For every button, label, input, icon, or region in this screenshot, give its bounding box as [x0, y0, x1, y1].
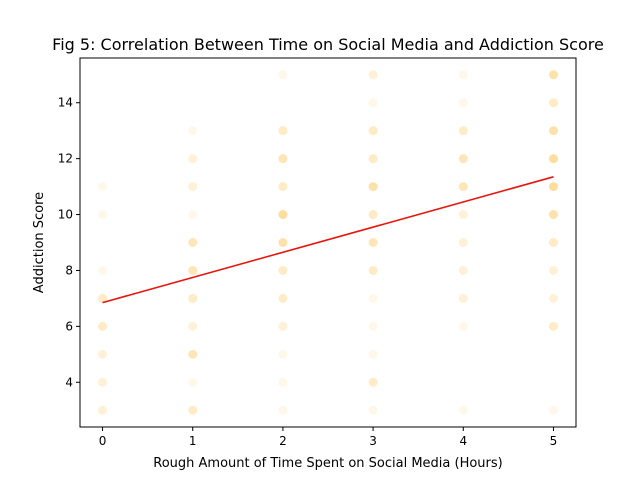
data-point [278, 265, 288, 275]
data-point [98, 293, 108, 303]
data-point [368, 349, 378, 359]
data-point [278, 126, 288, 136]
data-point [188, 210, 198, 220]
data-point [548, 238, 558, 247]
data-point [188, 321, 198, 331]
x-tick-label: 0 [99, 434, 107, 448]
data-point [278, 349, 288, 359]
data-points [98, 70, 558, 415]
data-point [458, 265, 468, 275]
data-point [278, 182, 288, 192]
x-tick-label: 5 [550, 434, 558, 448]
data-point [188, 238, 198, 247]
y-axis-label: Addiction Score [32, 192, 47, 293]
data-point [278, 238, 288, 247]
data-point [278, 405, 288, 415]
data-point [98, 321, 108, 331]
data-point [458, 293, 468, 303]
data-point [188, 154, 198, 164]
x-tick-label: 3 [369, 434, 377, 448]
data-point [368, 182, 378, 192]
data-point [368, 126, 378, 136]
data-point [548, 182, 558, 192]
data-point [368, 377, 378, 387]
data-point [278, 293, 288, 303]
data-point [278, 321, 288, 331]
data-point [98, 377, 108, 387]
data-point [98, 182, 108, 192]
data-point [98, 405, 108, 415]
x-tick-label: 4 [459, 434, 467, 448]
data-point [188, 182, 198, 192]
y-tick-label: 14 [58, 96, 73, 110]
x-tick-label: 1 [189, 434, 197, 448]
x-axis-ticks: 0 1 2 3 4 5 [99, 427, 558, 448]
data-point [548, 321, 558, 331]
y-tick-label: 4 [65, 375, 73, 389]
data-point [98, 265, 108, 275]
data-point [548, 405, 558, 415]
data-point [368, 70, 378, 80]
data-point [548, 210, 558, 220]
data-point [188, 126, 198, 136]
data-point [368, 265, 378, 275]
data-point [548, 265, 558, 275]
trend-line [102, 176, 554, 304]
data-point [188, 377, 198, 387]
x-tick-label: 2 [279, 434, 287, 448]
data-point [458, 321, 468, 331]
data-point [188, 293, 198, 303]
data-point [368, 321, 378, 331]
data-point [458, 126, 468, 136]
data-point [368, 98, 378, 108]
data-point [458, 405, 468, 415]
x-axis-label: Rough Amount of Time Spent on Social Med… [153, 456, 502, 471]
data-point [458, 154, 468, 164]
data-point [278, 70, 288, 80]
data-point [548, 98, 558, 108]
data-point [548, 154, 558, 164]
data-point [368, 154, 378, 164]
plot-area [79, 57, 577, 428]
y-tick-label: 8 [65, 263, 73, 277]
data-point [548, 126, 558, 136]
data-point [98, 349, 108, 359]
data-point [188, 405, 198, 415]
y-tick-label: 12 [58, 152, 73, 166]
data-point [188, 265, 198, 275]
data-point [458, 210, 468, 220]
data-point [368, 293, 378, 303]
y-axis-ticks: 4 6 8 10 12 14 [58, 96, 80, 389]
data-point [278, 154, 288, 164]
data-point [458, 238, 468, 247]
data-point [188, 349, 198, 359]
data-point [548, 70, 558, 80]
axes-frame [79, 57, 577, 428]
y-tick-label: 6 [65, 319, 73, 333]
data-point [368, 238, 378, 247]
data-point [278, 210, 288, 220]
data-point [458, 70, 468, 80]
y-tick-label: 10 [58, 208, 73, 222]
data-point [98, 210, 108, 220]
data-point [548, 293, 558, 303]
data-point [278, 377, 288, 387]
data-point [368, 210, 378, 220]
chart-title: Fig 5: Correlation Between Time on Socia… [52, 35, 604, 54]
data-point [368, 405, 378, 415]
data-point [458, 98, 468, 108]
data-point [458, 182, 468, 192]
